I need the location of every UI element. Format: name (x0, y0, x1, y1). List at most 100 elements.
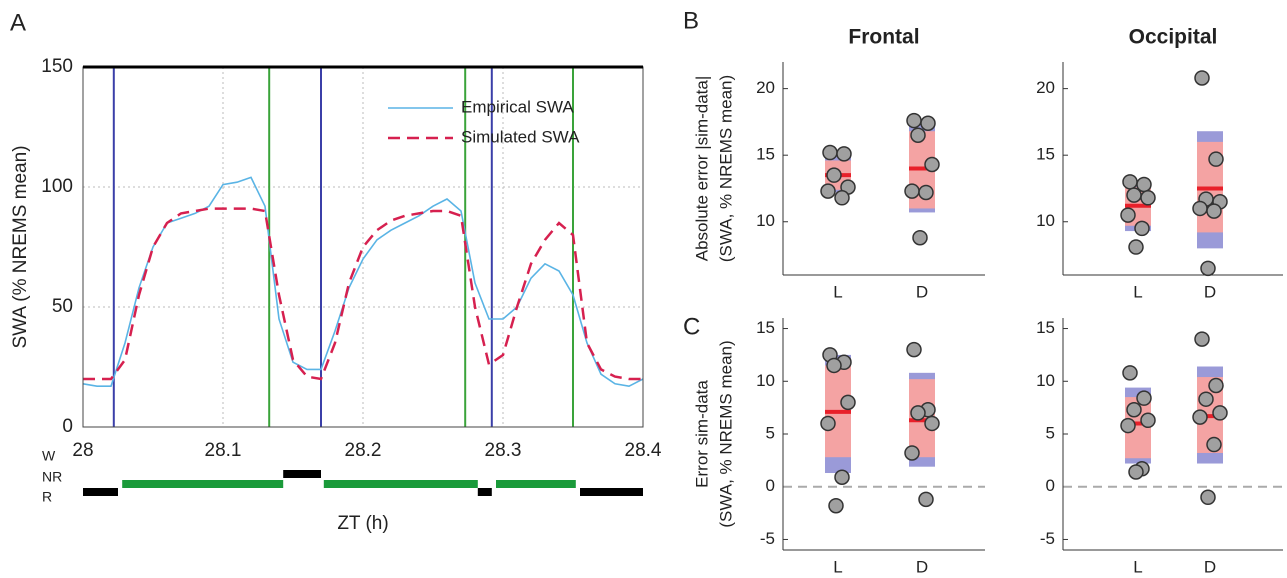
data-point (1136, 390, 1152, 406)
data-point (1128, 239, 1144, 255)
x-tick-label: L (833, 557, 842, 576)
panel-title: Frontal (848, 26, 919, 49)
data-point (840, 394, 856, 411)
x-tick-label: L (1133, 557, 1142, 576)
y-tick-label: 0 (1046, 476, 1055, 495)
y-tick-label: 5 (766, 423, 775, 442)
data-point (1206, 436, 1222, 453)
x-tick-label: 28.1 (205, 440, 242, 461)
panel-title: Occipital (1129, 26, 1218, 49)
y-tick-label: 10 (756, 371, 775, 390)
data-point (834, 469, 850, 485)
hypnogram-segment (496, 480, 576, 488)
data-point (1206, 203, 1222, 219)
panel-letter: A (10, 9, 26, 36)
x-tick-label: 28.2 (345, 440, 382, 461)
y-tick-label: 10 (1036, 371, 1055, 390)
data-point (834, 190, 850, 206)
series-line (83, 207, 643, 381)
data-point (1120, 417, 1136, 434)
data-point (1126, 187, 1142, 203)
state-label: R (42, 489, 52, 505)
data-point (822, 144, 838, 161)
y-tick-label: 20 (1036, 78, 1055, 97)
data-point (918, 184, 934, 201)
data-point (1140, 412, 1156, 429)
data-point (904, 445, 920, 461)
data-point (904, 183, 920, 199)
data-point (826, 167, 842, 183)
legend-label: Simulated SWA (461, 127, 580, 146)
data-point (918, 491, 934, 508)
y-tick-label: 100 (41, 176, 73, 197)
x-tick-label: L (1133, 282, 1142, 301)
panel-letter: B (683, 7, 699, 34)
data-point (910, 127, 926, 143)
y-axis-label: SWA (% NREMS mean) (10, 145, 31, 348)
series-line (82, 176, 644, 388)
y-tick-label: 10 (1036, 211, 1055, 230)
y-tick-label: 20 (756, 78, 775, 97)
data-point (912, 229, 928, 246)
x-tick-label: L (833, 282, 842, 301)
hypnogram-segment (580, 488, 643, 496)
y-tick-label: 50 (52, 296, 73, 317)
data-point (906, 112, 922, 129)
y-tick-label: 0 (62, 416, 73, 437)
data-point (1120, 207, 1136, 223)
legend-label: Empirical SWA (461, 97, 574, 116)
data-point (1200, 260, 1216, 277)
x-axis-label: ZT (h) (337, 513, 388, 534)
y-tick-label: 15 (756, 145, 775, 164)
data-point (1128, 464, 1144, 480)
data-point (1192, 200, 1208, 217)
hypnogram-segment (122, 480, 284, 488)
data-point (910, 405, 926, 421)
data-point (826, 357, 842, 374)
data-point (920, 115, 936, 131)
data-point (1192, 409, 1208, 425)
data-point (1126, 401, 1142, 418)
x-tick-label: D (1204, 282, 1216, 301)
state-label: W (42, 448, 56, 464)
data-point (1122, 174, 1138, 190)
y-axis-label: Absolute error |sim-data| (692, 76, 711, 262)
data-point (924, 415, 940, 432)
data-point (820, 183, 836, 199)
data-point (1208, 151, 1224, 167)
data-point (1208, 377, 1224, 394)
data-point (836, 146, 852, 162)
data-point (1198, 391, 1214, 407)
y-tick-label: 10 (756, 211, 775, 230)
data-point (1122, 365, 1138, 381)
hypnogram-segment (323, 480, 478, 488)
state-label: NR (42, 469, 62, 485)
data-point (906, 341, 922, 358)
y-tick-label: 15 (756, 318, 775, 337)
y-tick-label: -5 (760, 529, 775, 548)
x-tick-label: D (1204, 557, 1216, 576)
y-axis-label: (SWA, % NREMS mean) (716, 75, 735, 262)
data-point (1194, 331, 1210, 347)
y-tick-label: 5 (1046, 423, 1055, 442)
data-point (924, 156, 940, 173)
x-tick-label: D (916, 282, 928, 301)
x-tick-label: D (916, 557, 928, 576)
data-point (1200, 489, 1216, 506)
data-point (1194, 70, 1210, 86)
data-point (820, 415, 836, 432)
x-tick-label: 28 (72, 440, 93, 461)
y-tick-label: -5 (1040, 529, 1055, 548)
panel-letter: C (683, 313, 700, 340)
data-point (1134, 220, 1150, 237)
data-point (1212, 405, 1228, 421)
y-axis-label: Error sim-data (692, 380, 711, 488)
y-tick-label: 150 (41, 56, 73, 77)
hypnogram-segment (477, 488, 492, 496)
x-tick-label: 28.4 (625, 440, 662, 461)
data-point (1140, 190, 1156, 206)
y-axis-label: (SWA, % NREMS mean) (716, 340, 735, 527)
hypnogram-segment (83, 488, 118, 496)
